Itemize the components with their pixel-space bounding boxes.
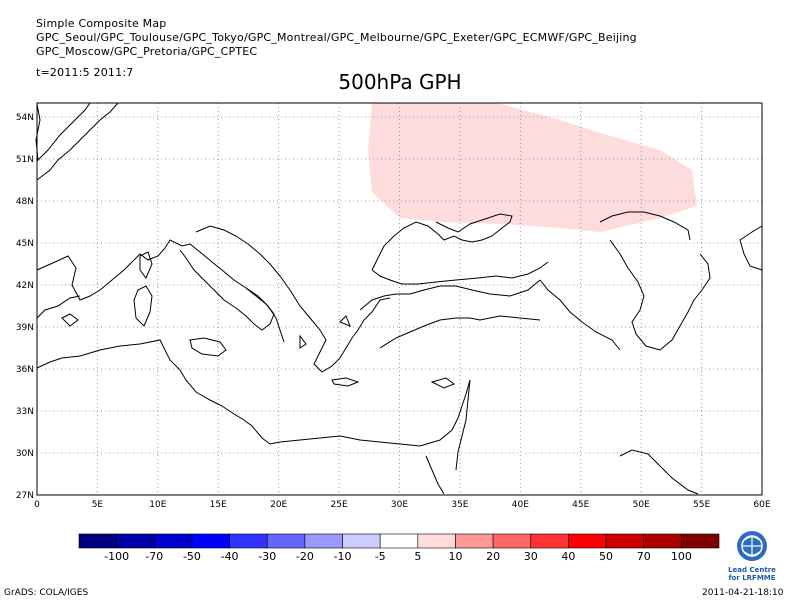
wmo-emblem-icon (737, 531, 767, 561)
lat-tick-label: 45N (16, 239, 34, 249)
colorbar-swatch (266, 533, 306, 549)
colorbar-label: 50 (599, 550, 613, 563)
time-period: t=2011:5 2011:7 (36, 66, 134, 79)
lon-tick-label: 25E (331, 500, 348, 510)
colorbar-swatch (304, 533, 343, 549)
model-list-line1: GPC_Seoul/GPC_Toulouse/GPC_Tokyo/GPC_Mon… (36, 31, 637, 44)
footer-credit: GrADS: COLA/IGES (4, 588, 89, 598)
lon-tick-label: 35E (451, 500, 468, 510)
lat-tick-label: 42N (16, 281, 34, 291)
lat-tick-label: 30N (16, 449, 34, 459)
lat-tick-label: 36N (16, 365, 34, 375)
colorbar-swatch (455, 533, 494, 549)
lon-tick-label: 40E (512, 500, 529, 510)
colorbar-swatch (417, 533, 456, 549)
colorbar-swatch (78, 533, 117, 549)
colorbar-label: -20 (296, 550, 314, 563)
colorbar-label: -70 (145, 550, 163, 563)
lon-tick-label: 5E (92, 500, 104, 510)
colorbar-swatch (229, 533, 268, 549)
colorbar-swatch (379, 533, 419, 549)
colorbar-swatch (153, 533, 193, 549)
colorbar-label: -100 (104, 550, 129, 563)
colorbar-label: 10 (448, 550, 462, 563)
colorbar-label: 70 (637, 550, 651, 563)
colorbar-swatch (605, 533, 645, 549)
colorbar-label: -30 (258, 550, 276, 563)
anomaly-region (368, 103, 697, 232)
map-subtitle: Simple Composite Map (36, 17, 167, 30)
colorbar-label: 30 (524, 550, 538, 563)
logo-line2: for LRFMME (728, 574, 776, 582)
map-title: 500hPa GPH (338, 70, 462, 94)
lon-tick-label: 50E (633, 500, 650, 510)
colorbar-swatch (530, 533, 569, 549)
colorbar-swatch (116, 533, 155, 549)
colorbar-label: -10 (334, 550, 352, 563)
lon-tick-label: 55E (693, 500, 710, 510)
lon-tick-label: 15E (210, 500, 227, 510)
colorbar-label: 40 (561, 550, 575, 563)
colorbar-label: 20 (486, 550, 500, 563)
lat-tick-label: 51N (16, 155, 34, 165)
colorbar-label: -5 (375, 550, 386, 563)
coastlines (35, 102, 763, 495)
colorbar-swatch (191, 533, 230, 549)
colorbar-label: 100 (671, 550, 692, 563)
lat-tick-label: 39N (16, 323, 34, 333)
lat-tick-label: 27N (16, 491, 34, 501)
model-list-line2: GPC_Moscow/GPC_Pretoria/GPC_CPTEC (36, 45, 258, 58)
footer-timestamp: 2011-04-21-18:10 (702, 588, 784, 598)
lon-tick-label: 45E (572, 500, 589, 510)
lat-tick-label: 48N (16, 197, 34, 207)
colorbar-swatch (492, 533, 532, 549)
colorbar-label: -40 (221, 550, 239, 563)
lon-tick-label: 20E (270, 500, 287, 510)
lon-tick-label: 0 (34, 500, 40, 510)
colorbar-label: 5 (414, 550, 421, 563)
map-frame (36, 102, 763, 496)
wmo-logo: Lead Centre for LRFMME (726, 530, 778, 582)
axis-tick-labels: 0 5E 10E 15E 20E 25E 30E 35E 40E 45E 50E 55E 60E 27N 3… (16, 113, 771, 510)
lon-tick-label: 60E (753, 500, 770, 510)
colorbar-swatch (342, 533, 381, 549)
logo-line1: Lead Centre (728, 566, 776, 574)
colorbar-swatch (568, 533, 607, 549)
colorbar-swatch (681, 533, 720, 549)
lat-tick-label: 33N (16, 407, 34, 417)
lat-tick-label: 54N (16, 113, 34, 123)
colorbar-label: -50 (183, 550, 201, 563)
lon-tick-label: 30E (391, 500, 408, 510)
lon-tick-label: 10E (149, 500, 166, 510)
colorbar-swatch (643, 533, 682, 549)
